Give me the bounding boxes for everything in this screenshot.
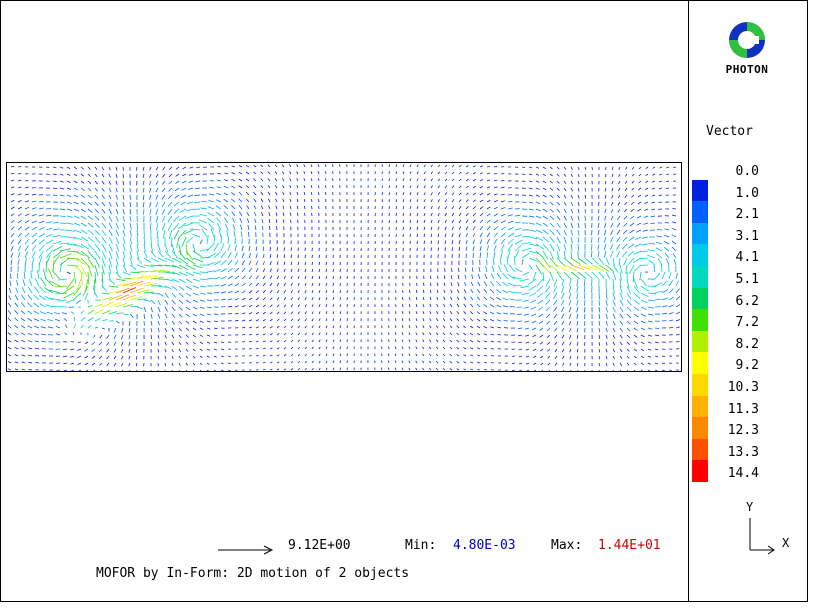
legend-row: 1.0 — [691, 179, 771, 202]
legend-swatch — [692, 265, 708, 288]
legend-label: 11.3 — [727, 401, 759, 417]
legend-swatch — [692, 373, 708, 396]
legend-row: 4.1 — [691, 244, 771, 266]
legend-label: 8.2 — [735, 336, 759, 352]
legend-row: 11.3 — [691, 395, 771, 418]
scale-value: 9.12E+00 — [288, 538, 351, 553]
legend-swatch — [692, 222, 708, 245]
legend-row: 14.4 — [691, 460, 771, 482]
legend-title: Vector — [706, 124, 753, 139]
legend-label: 4.1 — [735, 250, 759, 266]
legend-row: 10.3 — [691, 373, 771, 396]
axis-indicator: Y X — [738, 500, 798, 560]
legend-label: 7.2 — [735, 315, 759, 331]
vector-field-canvas — [7, 164, 681, 371]
legend-swatch — [692, 438, 708, 461]
legend-label: 13.3 — [727, 444, 759, 460]
legend-label: 0.0 — [735, 164, 759, 179]
photon-logo-icon — [729, 22, 765, 58]
legend-row: 12.3 — [691, 417, 771, 439]
photon-logo: PHOTON — [712, 20, 782, 80]
legend-row: 5.1 — [691, 265, 771, 288]
legend-label: 5.1 — [735, 271, 759, 287]
color-legend: 0.0 1.0 2.1 3.1 4.1 5.1 6.2 7.2 8.2 9.2 10.3 11.3 12… — [691, 158, 771, 482]
legend-swatch — [692, 330, 708, 353]
legend-swatch — [692, 244, 708, 266]
legend-row: 3.1 — [691, 222, 771, 245]
legend-swatch — [692, 287, 708, 310]
legend-label: 1.0 — [735, 185, 759, 201]
legend-swatch — [692, 460, 708, 482]
legend-row: 0.0 — [691, 158, 771, 180]
vector-field-plot — [6, 162, 682, 372]
legend-swatch — [692, 417, 708, 439]
legend-swatch — [692, 309, 708, 331]
legend-label: 2.1 — [735, 207, 759, 223]
legend-swatch — [692, 158, 708, 180]
legend-label: 3.1 — [735, 228, 759, 244]
axis-y-label: Y — [746, 500, 754, 514]
legend-label: 9.2 — [735, 358, 759, 374]
legend-row: 7.2 — [691, 309, 771, 331]
min-label: Min: — [405, 538, 437, 553]
sidebar-divider — [688, 0, 689, 602]
legend-label: 14.4 — [727, 466, 759, 482]
max-label: Max: — [551, 538, 583, 553]
legend-row: 2.1 — [691, 201, 771, 223]
legend-swatch — [692, 352, 708, 374]
legend-label: 12.3 — [727, 423, 759, 439]
legend-row: 6.2 — [691, 287, 771, 310]
legend-row: 13.3 — [691, 438, 771, 461]
logo-text: PHOTON — [725, 63, 769, 76]
axis-x-label: X — [782, 536, 790, 550]
scale-arrow-icon — [218, 545, 274, 555]
legend-row: 9.2 — [691, 352, 771, 374]
legend-row: 8.2 — [691, 330, 771, 353]
legend-label: 6.2 — [735, 293, 759, 309]
legend-swatch — [692, 201, 708, 223]
max-value: 1.44E+01 — [598, 538, 661, 553]
axis-icon — [749, 518, 775, 555]
legend-swatch — [692, 179, 708, 202]
caption: MOFOR by In-Form: 2D motion of 2 objects — [96, 566, 410, 581]
legend-label: 10.3 — [727, 379, 759, 395]
min-value: 4.80E-03 — [453, 538, 516, 553]
legend-swatch — [692, 395, 708, 418]
